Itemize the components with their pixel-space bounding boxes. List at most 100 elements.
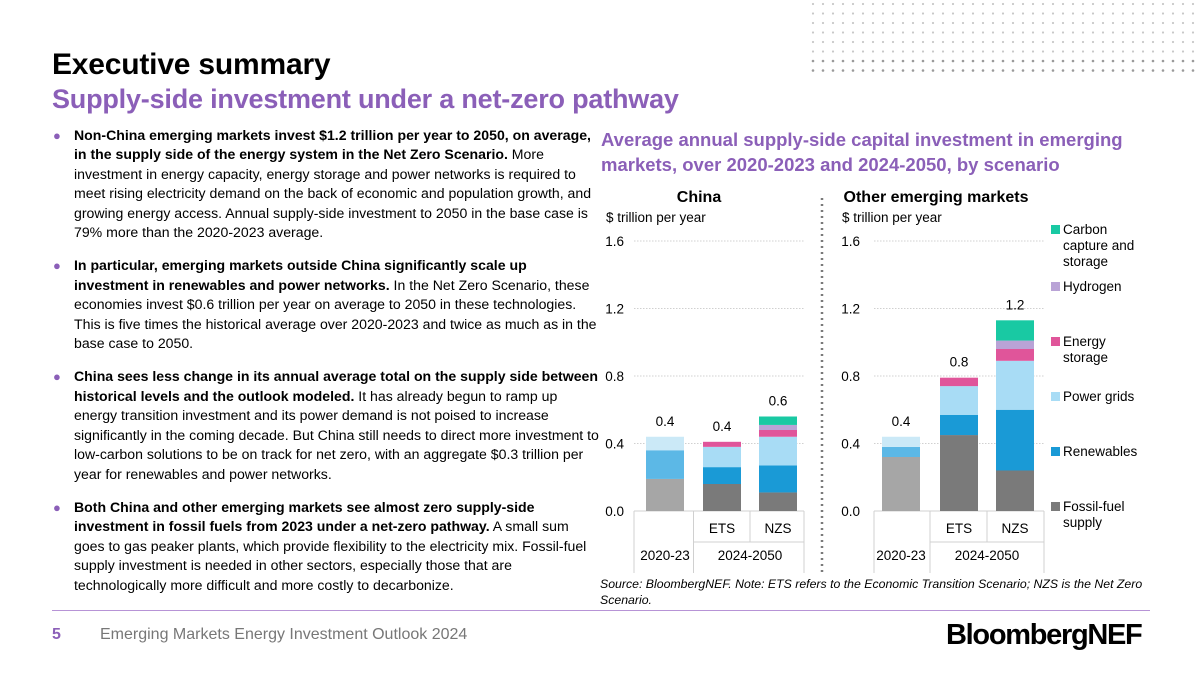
decor-dot [891,50,895,53]
decor-dot [811,31,815,34]
page-number: 5 [52,626,61,643]
decor-dot [901,40,905,44]
decor-dot [981,50,985,53]
decor-dot [871,40,875,44]
bar-total-label: 0.4 [892,414,911,429]
bar-segment [996,349,1034,361]
decor-dot [1191,2,1195,6]
decor-dot [1161,50,1165,53]
decor-dot [1081,31,1085,34]
x-category-label: NZS [765,521,792,536]
decor-dot [1071,40,1075,44]
legend-swatch [1051,447,1060,456]
decor-dot [1001,2,1005,6]
bar-segment [940,377,978,387]
decor-dot [941,50,945,53]
decor-dot [941,21,945,25]
bar-segment [703,446,741,468]
decor-dot [891,21,895,25]
decor-dot [1041,50,1045,53]
decor-dot [1191,69,1195,72]
decor-dot [1041,12,1045,15]
decor-dot [1111,50,1115,53]
legend-label: Carbon capture and storage [1063,222,1134,269]
decor-dot [891,31,895,34]
bar-segment [703,467,741,484]
decor-dot [961,2,965,6]
x-period-label: 2024-2050 [955,548,1020,563]
decor-dot [1151,31,1155,34]
decor-dot [1181,21,1185,25]
decor-dot [961,12,965,15]
decor-dot [991,12,995,15]
decor-dot [1081,2,1085,6]
decor-dot [1131,21,1135,25]
decor-dot [821,2,825,6]
decor-dot [871,69,875,72]
chart-panel: China $ trillion per year 0.0 0.4 0.8 1.2 1.6 0… [605,189,805,573]
decor-dot [1051,12,1055,15]
decor-dot [1191,21,1195,25]
decor-dot [1021,21,1025,25]
decor-dot [861,2,865,6]
decor-dot [1021,12,1025,15]
decor-dot [1101,12,1105,15]
decor-dot [1141,12,1145,15]
bar-segment [996,409,1034,471]
decor-dot [831,50,835,53]
panel-title: China [677,189,722,206]
decor-dot [1151,40,1155,44]
decor-dot [931,59,935,63]
bar-segment [882,457,920,511]
decor-dot [1111,12,1115,15]
decor-dot [1101,21,1105,25]
bullet-dot-icon: ● [53,128,61,143]
decor-dot [891,69,895,72]
decor-dot [881,12,885,15]
decor-dot [1191,50,1195,53]
bloombergnef-logo: BloombergNEF [946,619,1143,651]
decor-dot [1111,21,1115,25]
y-tick-label: 0.8 [605,369,624,384]
decor-dot [1061,12,1065,15]
decor-dot [921,2,925,6]
decor-dot [1041,31,1045,34]
decor-dot [961,59,965,63]
decor-dot [971,69,975,72]
decor-dot [1171,31,1175,34]
bullet-dot-icon: ● [53,258,61,274]
bullet-body: In the Net Zero Scenario, these economie… [74,276,597,352]
decor-dot [921,69,925,72]
decor-dot [1081,59,1085,63]
decor-dot [1051,59,1055,63]
x-category-label: ETS [946,521,972,536]
bar-segment [940,414,978,436]
decor-dot [981,40,985,44]
decor-dot [851,59,855,63]
decor-dot [1191,59,1195,63]
decor-dot [1031,40,1035,44]
decor-dot [1131,40,1135,44]
decor-dot [871,21,875,25]
decor-dot [971,50,975,53]
decor-dot [971,59,975,63]
decor-dot [971,21,975,25]
bar-total-label: 0.6 [769,394,788,409]
decor-dot [1041,21,1045,25]
bar-segment [759,492,797,511]
decor-dot [911,31,915,34]
decor-dot [851,2,855,6]
decor-dot [1011,69,1015,72]
chart-legend: Carbon capture and storage Hydrogen Energy st… [1051,222,1138,530]
decor-dot [1131,2,1135,6]
decor-dot [1071,69,1075,72]
decor-dot [1171,69,1175,72]
decor-dot [1051,2,1055,6]
decor-dot [951,50,955,53]
decor-dot [1011,12,1015,15]
decor-dot [901,69,905,72]
bar-segment [882,436,920,447]
decor-dot [851,69,855,72]
decor-dot [1141,40,1145,44]
decor-dot [911,2,915,6]
